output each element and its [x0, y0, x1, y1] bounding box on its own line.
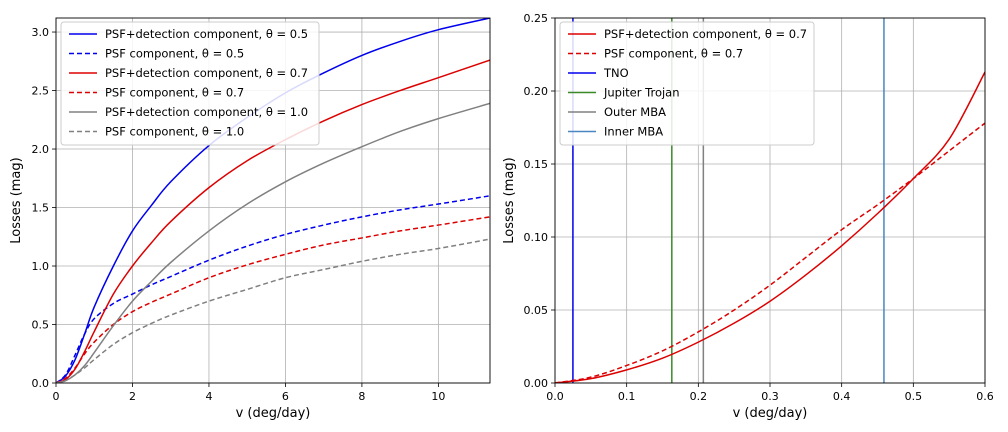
series-line-2	[555, 122, 985, 383]
series-line-4	[56, 216, 490, 383]
legend-label: PSF+detection component, θ = 0.5	[105, 27, 308, 41]
chart-panel-1: 0 2 4 6 8 10 0.0 0.5 1.0 1.5 2.0 2.5 3.0 v (deg/day) L…	[9, 17, 491, 421]
legend-label: PSF component, θ = 1.0	[105, 125, 244, 139]
chart-panel-2: 0.0 0.1 0.2 0.3 0.4 0.5 0.6 0.00 0.05 0.10 0.15 0.2…	[502, 12, 994, 421]
y-tick-label: 0.20	[524, 85, 549, 98]
y-tick-label: 0.10	[524, 231, 549, 244]
legend-label: PSF+detection component, θ = 1.0	[105, 105, 308, 119]
y-tick-label: 2.5	[32, 85, 50, 98]
y-axis-label: Losses (mag)	[9, 157, 24, 243]
x-tick-label: 0.6	[976, 390, 994, 403]
y-tick-label: 2.0	[32, 143, 50, 156]
x-tick-label: 0.0	[546, 390, 564, 403]
legend-label: Jupiter Trojan	[603, 86, 680, 100]
legend-label: PSF component, θ = 0.5	[105, 47, 244, 61]
legend-box	[559, 21, 815, 146]
x-tick-label: 0	[53, 390, 60, 403]
x-tick-label: 4	[205, 390, 212, 403]
y-tick-label: 0.0	[32, 377, 50, 390]
series-line-1	[56, 18, 490, 383]
x-tick-label: 0.2	[690, 390, 708, 403]
y-tick-label: 0.15	[524, 158, 549, 171]
axes-frame	[554, 17, 986, 384]
x-axis-label: v (deg/day)	[236, 406, 311, 421]
legend-label: PSF+detection component, θ = 0.7	[604, 27, 807, 41]
y-tick-label: 1.5	[32, 202, 50, 215]
x-tick-label: 0.5	[905, 390, 923, 403]
x-axis-label: v (deg/day)	[733, 406, 808, 421]
legend-label: PSF component, θ = 0.7	[105, 86, 244, 100]
y-tick-label: 0.5	[32, 319, 50, 332]
series-line-3	[56, 59, 490, 383]
y-axis-label: Losses (mag)	[502, 157, 517, 243]
x-tick-label: 10	[431, 390, 445, 403]
x-tick-label: 0.3	[761, 390, 779, 403]
x-tick-label: 6	[282, 390, 289, 403]
axes-frame	[55, 17, 491, 384]
x-tick-label: 2	[129, 390, 136, 403]
y-tick-label: 1.0	[32, 260, 50, 273]
y-tick-label: 0.05	[524, 304, 549, 317]
y-tick-label: 0.00	[524, 377, 549, 390]
series-line-2	[56, 195, 490, 383]
x-tick-label: 0.4	[833, 390, 851, 403]
legend-box	[60, 21, 320, 146]
legend-label: TNO	[603, 66, 629, 80]
series-line-5	[56, 102, 490, 383]
x-tick-label: 8	[358, 390, 365, 403]
x-tick-label: 0.1	[618, 390, 636, 403]
legend-label: Outer MBA	[604, 105, 666, 119]
y-tick-label: 0.25	[524, 12, 549, 25]
legend-label: PSF+detection component, θ = 0.7	[105, 66, 308, 80]
y-tick-label: 3.0	[32, 26, 50, 39]
plot-area	[56, 18, 490, 383]
legend-label: Inner MBA	[604, 125, 663, 139]
legend-label: PSF component, θ = 0.7	[604, 47, 743, 61]
series-line-6	[56, 238, 490, 383]
